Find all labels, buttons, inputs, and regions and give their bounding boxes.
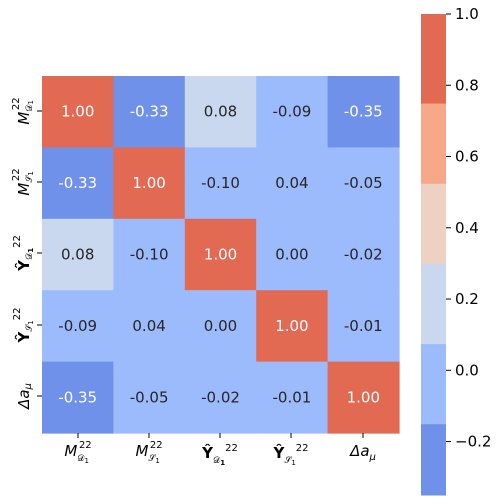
y-tick-label-1: M𝒮122 — [11, 168, 35, 195]
x-tick-label-2: Ŷ𝒟122 — [201, 443, 238, 467]
colorbar-tick-label-5: 0.0 — [455, 361, 479, 379]
heatmap-cell-3-1 — [113, 290, 186, 363]
heatmap-cell-2-3 — [256, 218, 329, 291]
colorbar — [421, 14, 446, 496]
y-tick-label-4: Δaμ — [15, 383, 35, 410]
heatmap-cell-1-4 — [327, 147, 400, 220]
heatmap-cell-3-0 — [42, 290, 114, 363]
colorbar-tick-label-3: 0.4 — [455, 219, 479, 237]
svg-text:M𝒟122: M𝒟122 — [11, 97, 35, 124]
heatmap-cell-2-0 — [42, 218, 114, 291]
heatmap-cell-0-0 — [42, 76, 114, 148]
colorbar-bin-2 — [421, 263, 446, 345]
x-tick-label-4: Δaμ — [349, 442, 376, 463]
heatmap-cell-2-1 — [113, 218, 186, 291]
heatmap-cell-3-3 — [256, 290, 329, 363]
heatmap-cell-3-4 — [327, 290, 400, 363]
y-tick-label-2: Ŷ𝒟122 — [12, 235, 35, 272]
heatmap-cell-1-3 — [256, 147, 329, 220]
colorbar-ticks: 1.0 0.8 0.6 0.4 0.2 0.0 −0.2 — [446, 5, 491, 451]
heatmap-cell-1-0 — [42, 147, 114, 220]
svg-text:Δaμ: Δaμ — [15, 383, 35, 410]
y-tick-label-0: M𝒟122 — [11, 97, 35, 124]
heatmap-cells — [42, 76, 400, 434]
colorbar-bin-4 — [421, 103, 446, 184]
heatmap-cell-4-0 — [42, 361, 114, 434]
svg-text:Ŷ𝒮122: Ŷ𝒮122 — [12, 307, 35, 343]
heatmap-cell-1-2 — [184, 147, 257, 220]
svg-text:Ŷ𝒟122: Ŷ𝒟122 — [12, 235, 35, 272]
heatmap-cell-label-0-1: -0.33 — [130, 103, 169, 121]
heatmap-cell-label-1-2: -0.10 — [201, 174, 240, 192]
y-tick-label-3: Ŷ𝒮122 — [12, 307, 35, 343]
heatmap-cell-label-2-4: -0.02 — [344, 246, 383, 264]
heatmap-cell-label-2-3: 0.00 — [275, 246, 308, 264]
heatmap-cell-4-3 — [256, 361, 329, 434]
heatmap-cell-label-2-1: -0.10 — [130, 246, 169, 264]
heatmap-cell-label-4-4: 1.00 — [347, 388, 380, 406]
heatmap-cell-1-1 — [113, 147, 186, 220]
heatmap-cell-0-3 — [256, 76, 329, 148]
heatmap-cell-0-4 — [327, 76, 400, 148]
colorbar-tick-label-4: 0.2 — [455, 290, 479, 308]
heatmap-cell-label-0-2: 0.08 — [204, 103, 237, 121]
svg-text:M𝒮122: M𝒮122 — [11, 168, 35, 195]
heatmap-cell-label-3-0: -0.09 — [58, 317, 97, 335]
heatmap-cell-label-3-1: 0.04 — [132, 317, 165, 335]
colorbar-bin-1 — [421, 343, 446, 425]
colorbar-bin-0 — [421, 423, 446, 496]
x-axis: M𝒟122 M𝒮122 Ŷ𝒟122 Ŷ𝒮122 Δaμ — [64, 433, 376, 467]
heatmap-cell-0-1 — [113, 76, 186, 148]
heatmap-cell-4-4 — [327, 361, 400, 434]
x-tick-label-1: M𝒮122 — [135, 440, 162, 465]
heatmap-cell-label-1-4: -0.05 — [344, 174, 383, 192]
heatmap-cell-label-4-3: -0.01 — [272, 388, 311, 406]
heatmap-cell-label-3-3: 1.00 — [275, 317, 308, 335]
heatmap-cell-label-4-0: -0.35 — [58, 388, 97, 406]
heatmap-cell-0-2 — [184, 76, 257, 148]
colorbar-tick-label-1: 0.8 — [455, 76, 479, 94]
heatmap-cell-label-1-1: 1.00 — [132, 174, 165, 192]
heatmap-cell-label-4-1: -0.05 — [130, 388, 169, 406]
heatmap-cell-label-0-3: -0.09 — [272, 103, 311, 121]
heatmap-cell-label-2-2: 1.00 — [204, 246, 237, 264]
heatmap-cell-label-0-4: -0.35 — [344, 103, 383, 121]
colorbar-bin-5 — [421, 14, 446, 104]
heatmap-cell-label-1-0: -0.33 — [58, 174, 97, 192]
heatmap-cell-label-0-0: 1.00 — [61, 103, 94, 121]
heatmap-cell-label-1-3: 0.04 — [275, 174, 308, 192]
heatmap-cell-4-1 — [113, 361, 186, 434]
heatmap-cell-2-4 — [327, 218, 400, 291]
colorbar-tick-label-2: 0.6 — [455, 148, 479, 166]
x-tick-label-3: Ŷ𝒮122 — [272, 443, 308, 467]
heatmap-cell-label-2-0: 0.08 — [61, 246, 94, 264]
heatmap-cell-3-2 — [184, 290, 257, 363]
colorbar-tick-label-0: 1.0 — [455, 5, 479, 23]
heatmap-cell-label-3-4: -0.01 — [344, 317, 383, 335]
colorbar-tick-label-6: −0.2 — [455, 433, 491, 451]
heatmap-cell-label-3-2: 0.00 — [204, 317, 237, 335]
x-tick-label-0: M𝒟122 — [64, 440, 91, 465]
y-axis: M𝒟122 M𝒮122 Ŷ𝒟122 Ŷ𝒮122 Δaμ — [11, 97, 42, 410]
heatmap-cell-label-4-2: -0.02 — [201, 388, 240, 406]
heatmap-cell-4-2 — [184, 361, 257, 434]
heatmap-cell-labels: 1.00 -0.33 0.08 -0.09 -0.35 -0.33 1.00 -0.10 0.0… — [58, 103, 382, 407]
heatmap-cell-2-2 — [184, 218, 257, 291]
colorbar-bin-3 — [421, 183, 446, 264]
